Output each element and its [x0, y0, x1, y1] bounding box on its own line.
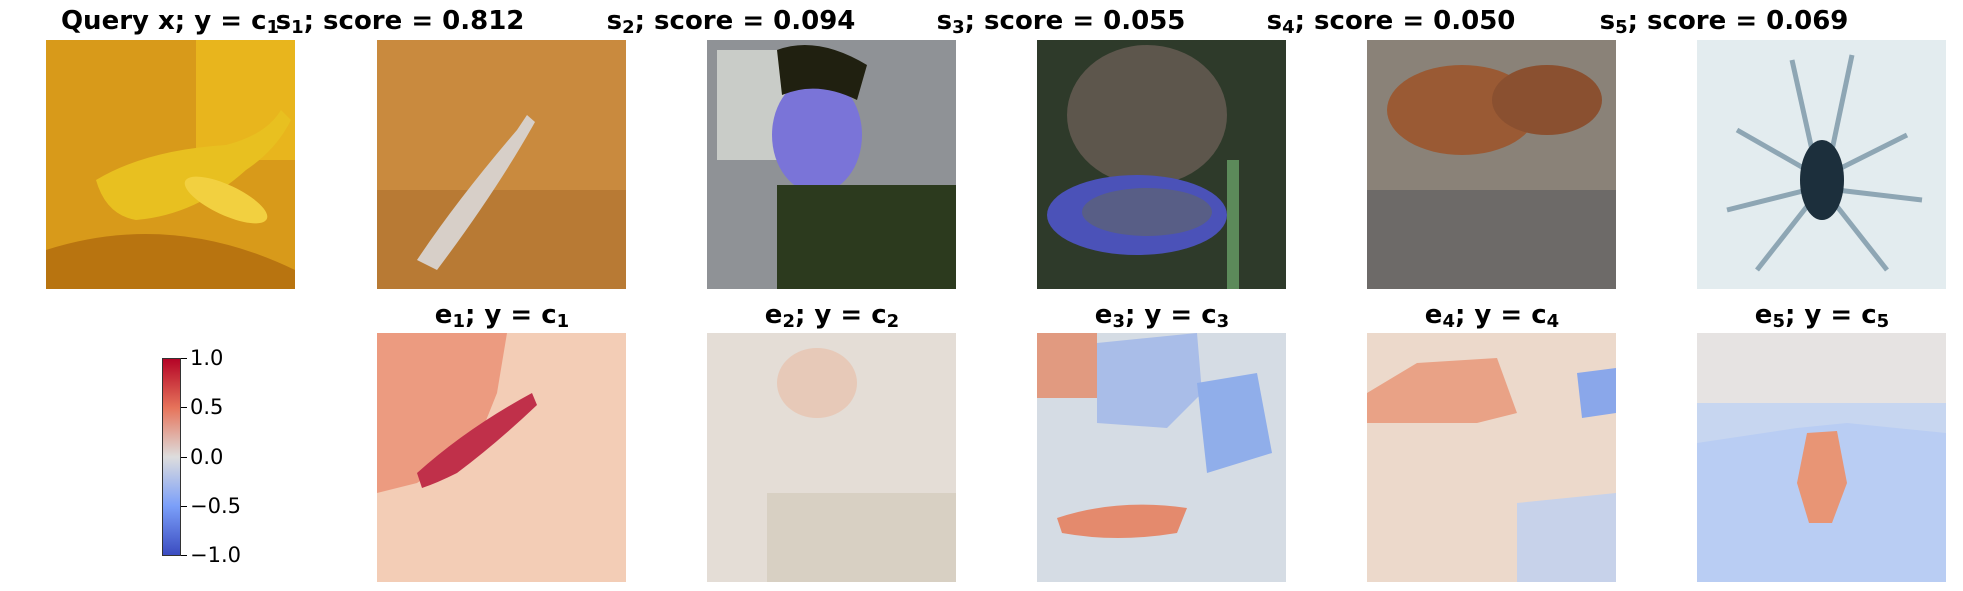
colorbar-tick-label: 0.5: [190, 395, 224, 419]
colorbar-tick-label: −1.0: [190, 543, 241, 567]
s1-image: [377, 40, 626, 289]
colorbar-tick-label: 1.0: [190, 346, 224, 370]
e4-heatmap: [1367, 333, 1616, 582]
e1-title: e1; y = c1: [434, 300, 570, 332]
e4-title: e4; y = c4: [1424, 300, 1560, 332]
e3-title: e3; y = c3: [1094, 300, 1230, 332]
s3-image: [1037, 40, 1286, 289]
colorbar-tick: [181, 358, 187, 359]
query-title: Query x; y = c1: [60, 6, 280, 38]
s2-title: s2; score = 0.094: [606, 6, 856, 38]
colorbar-tick-label: −0.5: [190, 494, 241, 518]
e5-title: e5; y = c5: [1754, 300, 1890, 332]
colorbar-tick: [181, 457, 187, 458]
colorbar-tick: [181, 555, 187, 556]
colorbar-tick: [181, 506, 187, 507]
e1-heatmap: [377, 333, 626, 582]
s2-image: [707, 40, 956, 289]
colorbar-tick-label: 0.0: [190, 445, 224, 469]
colorbar: [162, 358, 181, 556]
colorbar-tick: [181, 407, 187, 408]
s1-title: s1; score = 0.812: [275, 6, 525, 38]
s4-title: s4; score = 0.050: [1266, 6, 1516, 38]
e5-heatmap: [1697, 333, 1946, 582]
s4-image: [1367, 40, 1616, 289]
s5-image: [1697, 40, 1946, 289]
query-image: [46, 40, 295, 289]
s3-title: s3; score = 0.055: [936, 6, 1186, 38]
e2-title: e2; y = c2: [764, 300, 900, 332]
e2-heatmap: [707, 333, 956, 582]
e3-heatmap: [1037, 333, 1286, 582]
s5-title: s5; score = 0.069: [1599, 6, 1849, 38]
